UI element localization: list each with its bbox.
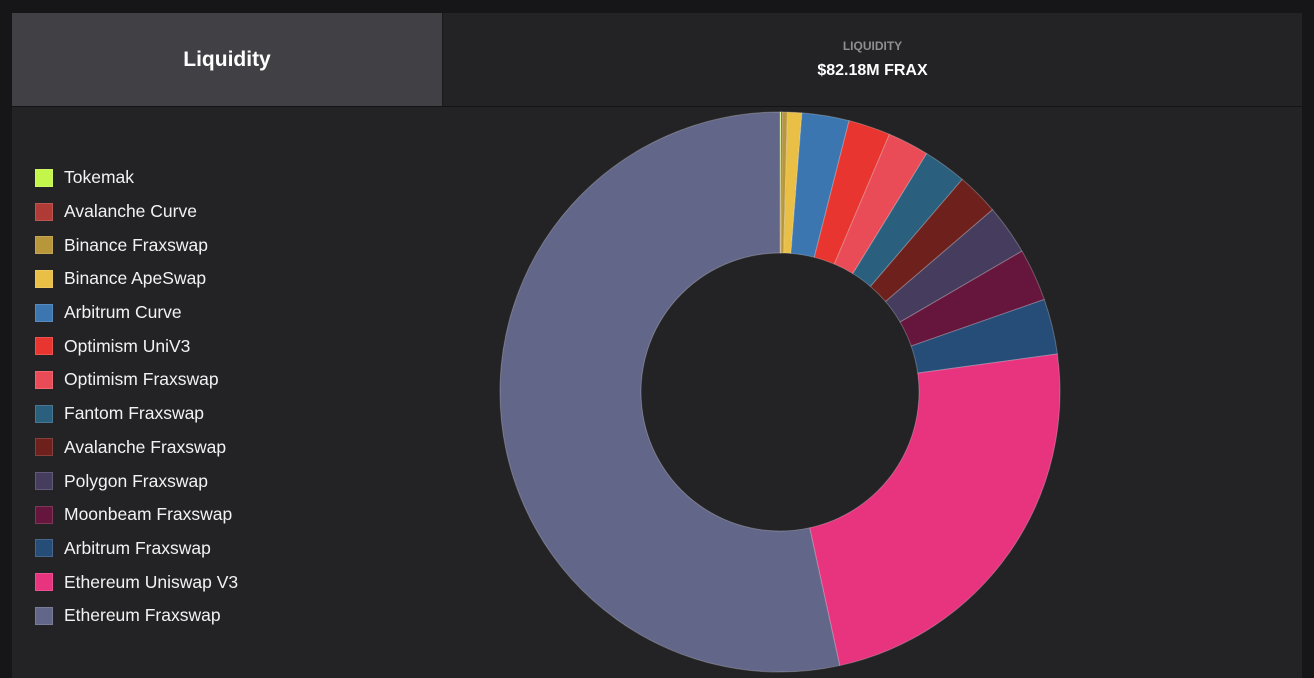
- donut-slice[interactable]: [852, 152, 963, 288]
- legend-item[interactable]: Ethereum Uniswap V3: [35, 565, 238, 599]
- donut-slice[interactable]: [499, 111, 841, 673]
- legend-label: Tokemak: [64, 167, 135, 188]
- legend-item[interactable]: Optimism UniV3: [35, 329, 238, 363]
- stat-value: $82.18M FRAX: [817, 62, 928, 79]
- legend-item[interactable]: Polygon Fraxswap: [35, 464, 238, 498]
- legend-swatch: [35, 370, 53, 389]
- legend-swatch: [35, 505, 53, 524]
- tab-liquidity[interactable]: Liquidity: [12, 13, 443, 106]
- legend-label: Polygon Fraxswap: [64, 470, 208, 491]
- legend-label: Arbitrum Curve: [64, 302, 182, 323]
- donut-chart: [499, 111, 1061, 673]
- legend-swatch: [35, 337, 53, 356]
- donut-slice[interactable]: [809, 353, 1061, 667]
- donut-slice[interactable]: [790, 112, 850, 258]
- legend-swatch: [35, 236, 53, 255]
- donut-slice[interactable]: [813, 120, 891, 265]
- legend-item[interactable]: Avalanche Curve: [35, 195, 238, 229]
- legend-label: Avalanche Curve: [64, 201, 197, 222]
- legend-label: Binance Fraxswap: [64, 234, 208, 255]
- legend-item[interactable]: Ethereum Fraxswap: [35, 599, 238, 633]
- stat-label: LIQUIDITY: [842, 39, 903, 53]
- donut-slice[interactable]: [779, 111, 782, 254]
- legend-swatch: [35, 472, 53, 491]
- legend-item[interactable]: Moonbeam Fraxswap: [35, 498, 238, 532]
- legend-label: Avalanche Fraxswap: [64, 436, 227, 457]
- legend-label: Fantom Fraxswap: [64, 403, 205, 424]
- legend-swatch: [35, 202, 53, 221]
- legend-swatch: [35, 573, 53, 592]
- tab-label: Liquidity: [183, 47, 271, 71]
- legend-item[interactable]: Arbitrum Curve: [35, 296, 238, 330]
- legend-label: Ethereum Fraxswap: [64, 605, 221, 626]
- legend-item[interactable]: Binance Fraxswap: [35, 228, 238, 262]
- chart-legend: Tokemak Avalanche Curve Binance Fraxswap Bi…: [35, 161, 238, 633]
- legend-label: Ethereum Uniswap V3: [64, 571, 239, 592]
- legend-label: Optimism Fraxswap: [64, 369, 219, 390]
- legend-label: Moonbeam Fraxswap: [64, 504, 233, 525]
- legend-item[interactable]: Binance ApeSwap: [35, 262, 238, 296]
- legend-swatch: [35, 168, 53, 187]
- legend-label: Arbitrum Fraxswap: [64, 537, 211, 558]
- legend-item[interactable]: Fantom Fraxswap: [35, 397, 238, 431]
- legend-swatch: [35, 303, 53, 322]
- liquidity-stat: LIQUIDITY $82.18M FRAX: [443, 13, 1302, 106]
- divider: [12, 106, 1302, 107]
- donut-slice[interactable]: [884, 209, 1023, 323]
- donut-slice[interactable]: [869, 178, 994, 303]
- legend-label: Binance ApeSwap: [64, 268, 207, 289]
- legend-swatch: [35, 404, 53, 423]
- legend-swatch: [35, 606, 53, 625]
- legend-item[interactable]: Avalanche Fraxswap: [35, 431, 238, 465]
- liquidity-panel: Liquidity LIQUIDITY $82.18M FRAX Tokemak…: [12, 13, 1302, 678]
- legend-item[interactable]: Optimism Fraxswap: [35, 363, 238, 397]
- legend-swatch: [35, 438, 53, 457]
- legend-label: Optimism UniV3: [64, 335, 191, 356]
- legend-item[interactable]: Arbitrum Fraxswap: [35, 532, 238, 566]
- legend-item[interactable]: Tokemak: [35, 161, 238, 195]
- legend-swatch: [35, 269, 53, 288]
- legend-swatch: [35, 539, 53, 558]
